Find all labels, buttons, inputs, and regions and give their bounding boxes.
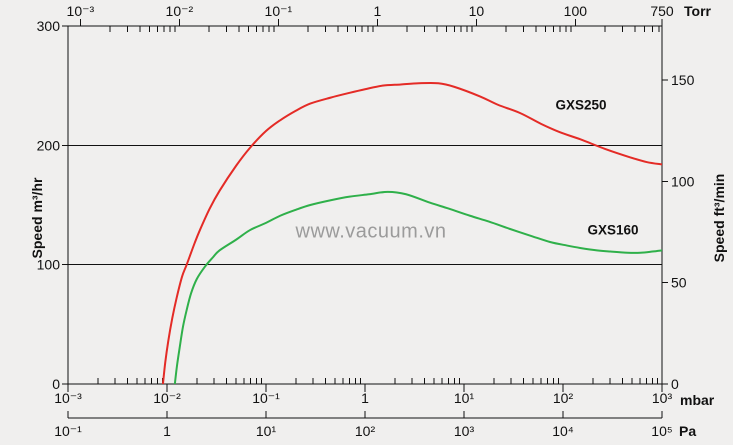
top-tick-label: 10⁻² [166, 3, 194, 19]
pa-tick-label: 1 [163, 423, 171, 439]
pa-tick-label: 10² [355, 423, 376, 439]
left-tick-label: 100 [37, 257, 61, 273]
watermark: www.vacuum.vn [295, 220, 447, 243]
pa-unit-label: Pa [679, 423, 697, 439]
series-curve-gxs160 [173, 190, 662, 384]
top-tick-label: 750 [650, 3, 674, 19]
pa-tick-label: 10⁻¹ [54, 423, 82, 439]
torr-unit-label: Torr [684, 3, 711, 19]
right-axis-title: Speed ft³/min [711, 173, 727, 263]
series-label-gxs250: GXS250 [555, 97, 607, 113]
mbar-tick-label: 10³ [652, 390, 673, 406]
left-axis-title: Speed m³/hr [29, 177, 45, 259]
top-tick-label: 100 [564, 3, 588, 19]
mbar-tick-label: 10⁻³ [54, 390, 82, 406]
axes [62, 19, 668, 419]
pa-tick-label: 10³ [454, 423, 475, 439]
left-tick-label: 300 [37, 18, 61, 34]
mbar-tick-label: 1 [361, 390, 369, 406]
mbar-unit-label: mbar [680, 392, 715, 408]
right-tick-label: 150 [671, 72, 695, 88]
right-tick-label: 100 [671, 173, 695, 189]
left-tick-label: 200 [37, 137, 61, 153]
mbar-tick-label: 10⁻² [153, 390, 181, 406]
mbar-tick-label: 10⁻¹ [252, 390, 280, 406]
right-tick-label: 50 [671, 275, 687, 291]
left-tick-label: 0 [52, 376, 60, 392]
pa-tick-label: 10¹ [256, 423, 277, 439]
pa-tick-label: 10⁵ [651, 423, 672, 439]
right-tick-label: 0 [671, 376, 679, 392]
plot-border [67, 25, 663, 385]
series-curves [161, 81, 662, 384]
mbar-tick-label: 10² [553, 390, 574, 406]
mbar-tick-label: 10¹ [454, 390, 475, 406]
pa-tick-label: 10⁴ [552, 423, 574, 439]
top-tick-label: 10⁻³ [67, 3, 95, 19]
series-curve-gxs250 [161, 81, 662, 384]
top-tick-label: 10⁻¹ [265, 3, 293, 19]
top-tick-label: 10 [469, 3, 485, 19]
top-tick-label: 1 [373, 3, 381, 19]
series-label-gxs160: GXS160 [587, 222, 639, 238]
